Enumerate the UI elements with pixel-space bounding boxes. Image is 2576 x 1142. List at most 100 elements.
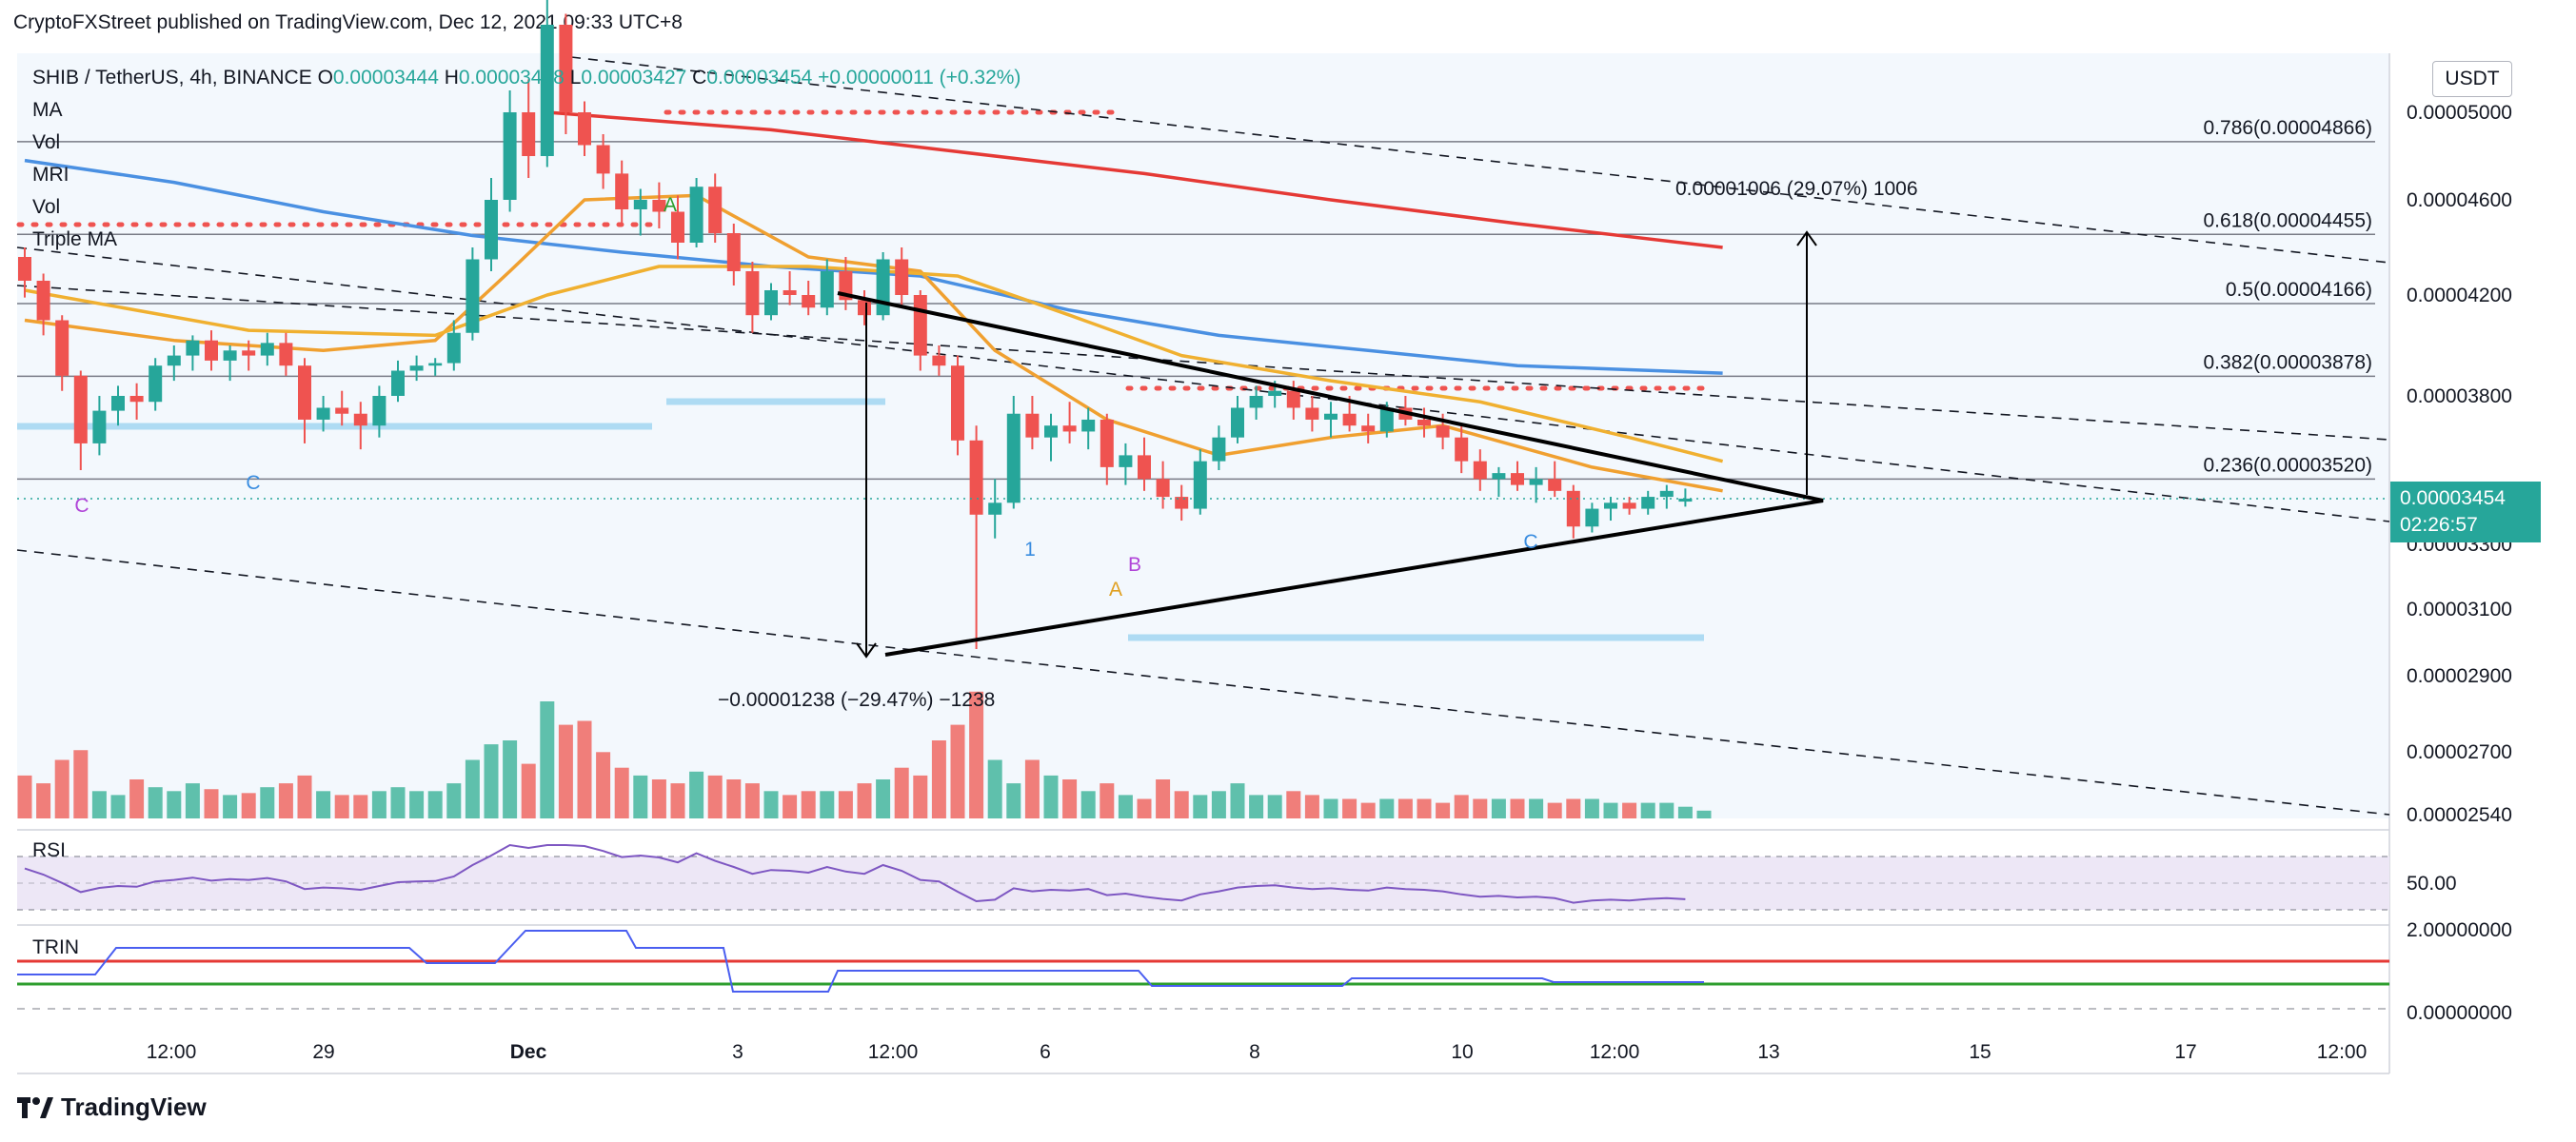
time-tick-label: 6 — [1040, 1041, 1051, 1063]
fib-level-label: 0.236(0.00003520) — [2204, 454, 2373, 476]
candle-body — [1678, 498, 1693, 502]
volume-bar — [763, 791, 779, 818]
candle-body — [298, 365, 311, 420]
volume-bar — [1062, 779, 1078, 818]
legend-triple-ma[interactable]: Triple MA — [32, 228, 118, 250]
volume-bar — [558, 724, 573, 818]
candle-body — [353, 413, 367, 426]
wave-label: B — [1128, 554, 1141, 576]
candle-body — [633, 200, 647, 209]
price-tick-label: 0.00003100 — [2407, 599, 2512, 620]
time-tick-label: Dec — [510, 1041, 547, 1063]
candle-body — [1062, 425, 1077, 432]
volume-bar — [987, 759, 1002, 818]
low-label: L — [569, 67, 582, 89]
legend-vol-2[interactable]: Vol — [32, 196, 61, 218]
candle-body — [428, 363, 443, 366]
volume-bar — [446, 783, 462, 818]
price-tick-label: 0.00002900 — [2407, 665, 2512, 687]
volume-bar — [241, 793, 256, 818]
volume-bar — [801, 791, 816, 818]
volume-bar — [390, 787, 406, 818]
candle-body — [726, 233, 741, 271]
candle-body — [1436, 425, 1450, 438]
candle-body — [689, 187, 703, 243]
open-label: O — [317, 67, 333, 89]
volume-bar — [1286, 791, 1301, 818]
price-tick-label: 0.00002540 — [2407, 804, 2512, 826]
volume-bar — [838, 791, 853, 818]
trin-label[interactable]: TRIN — [32, 936, 79, 958]
candle-body — [36, 281, 50, 321]
candle-body — [279, 343, 293, 366]
time-tick-label: 8 — [1249, 1041, 1260, 1063]
price-tick-label: 0.00004200 — [2407, 285, 2512, 306]
candle-body — [913, 295, 927, 356]
volume-bar — [1473, 798, 1488, 818]
volume-bar — [1230, 783, 1245, 818]
volume-bar — [931, 740, 946, 818]
volume-bar — [1547, 802, 1562, 818]
time-tick-label: 13 — [1757, 1041, 1779, 1063]
volume-bar — [17, 775, 32, 818]
volume-bar — [1360, 802, 1376, 818]
volume-bar — [1529, 798, 1544, 818]
symbol-name: SHIB / TetherUS, 4h, BINANCE — [32, 67, 312, 89]
down-measure-arrowhead — [856, 642, 877, 659]
candle-body — [745, 271, 760, 316]
volume-bar — [1454, 795, 1469, 818]
candle-body — [1492, 473, 1506, 480]
tradingview-logo[interactable]: TradingView — [17, 1093, 207, 1122]
candle-body — [1305, 407, 1319, 420]
volume-bar — [689, 771, 704, 818]
volume-bar — [1211, 791, 1226, 818]
rsi-label[interactable]: RSI — [32, 839, 67, 861]
candle-body — [466, 259, 480, 333]
currency-button[interactable]: USDT — [2432, 61, 2512, 97]
candle-body — [1138, 455, 1151, 480]
legend-mri[interactable]: MRI — [32, 164, 69, 186]
time-tick-label: 29 — [312, 1041, 334, 1063]
candle-body — [1212, 437, 1226, 462]
legend-vol[interactable]: Vol — [32, 131, 61, 153]
rsi-line — [24, 843, 1686, 904]
candle-body — [1342, 413, 1357, 426]
time-tick-label: 12:00 — [868, 1041, 919, 1063]
candle-body — [149, 365, 163, 403]
candle-body — [1081, 419, 1096, 432]
ohlc-legend: SHIB / TetherUS, 4h, BINANCE O0.00003444… — [32, 67, 1020, 89]
volume-bar — [1659, 802, 1674, 818]
triangle-pattern — [837, 291, 1824, 657]
legend-ma[interactable]: MA — [32, 99, 63, 121]
volume-bar — [1436, 802, 1451, 818]
volume-bar — [726, 779, 742, 818]
open-value: 0.00003444 — [332, 67, 439, 89]
candle-body — [205, 340, 218, 361]
candle-body — [1193, 461, 1207, 509]
bar-countdown: 02:26:57 — [2400, 514, 2478, 536]
volume-bar — [1100, 783, 1115, 818]
dashed-trend-line — [570, 56, 2390, 264]
candle-body — [1100, 419, 1114, 467]
wave-label: C — [74, 495, 89, 517]
trin-tick-label: 2.00000000 — [2407, 919, 2512, 941]
candle-body — [820, 271, 834, 308]
last-price-value: 0.00003454 — [2400, 487, 2506, 509]
candle-body — [372, 396, 386, 426]
tradingview-logo-icon — [17, 1096, 53, 1118]
volume-bar — [1024, 759, 1040, 818]
volume-bar — [484, 744, 499, 818]
volume-bar — [894, 767, 909, 818]
volume-bar — [707, 775, 723, 818]
volume-bar — [167, 791, 182, 818]
candle-body — [1511, 473, 1524, 485]
candle-body — [783, 290, 797, 295]
wave-label: A — [664, 194, 677, 216]
volume-bar — [371, 791, 386, 818]
up-measure-arrowhead — [1796, 230, 1817, 246]
volume-bar — [260, 787, 275, 818]
volume-bar — [577, 720, 592, 818]
candle-body — [1044, 425, 1058, 438]
volume-bar — [540, 701, 555, 818]
